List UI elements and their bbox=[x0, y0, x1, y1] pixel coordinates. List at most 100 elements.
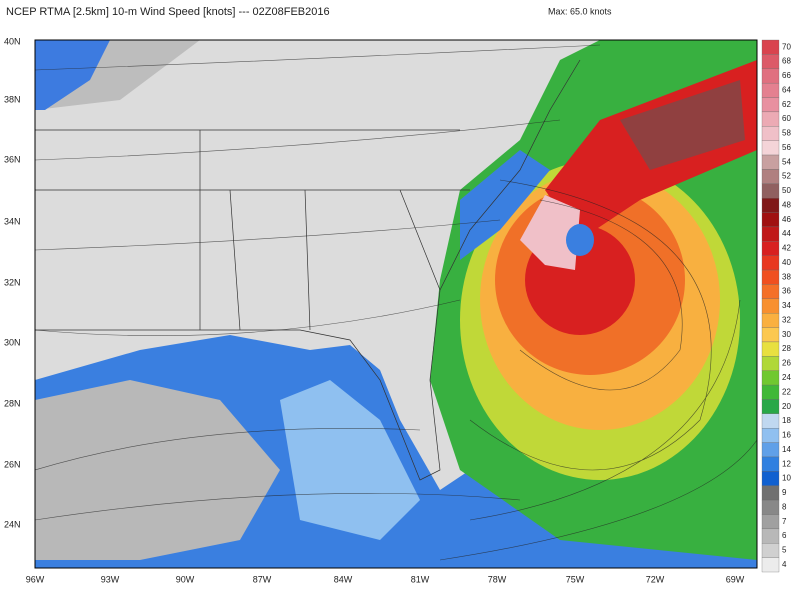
dark-arm bbox=[620, 80, 745, 170]
colorbar-label: 16 bbox=[782, 431, 791, 440]
colorbar-label: 28 bbox=[782, 344, 791, 353]
colorbar-swatch bbox=[761, 456, 780, 472]
colorbar-label: 44 bbox=[782, 229, 791, 238]
colorbar-label: 46 bbox=[782, 215, 791, 224]
colorbar-label: 48 bbox=[782, 200, 791, 209]
colorbar-swatch bbox=[761, 198, 780, 213]
lon-label: 93W bbox=[101, 574, 120, 584]
pink-core bbox=[520, 195, 580, 270]
map-title: NCEP RTMA [2.5km] 10-m Wind Speed [knots… bbox=[6, 6, 330, 18]
colorbar-label: 6 bbox=[782, 531, 787, 540]
max-label: Max: 65.0 knots bbox=[548, 6, 612, 16]
colorbar-label: 52 bbox=[782, 172, 791, 181]
lon-label: 96W bbox=[26, 574, 45, 584]
gulf-light bbox=[280, 380, 420, 540]
colorbar-label: 54 bbox=[782, 157, 791, 166]
eye bbox=[566, 224, 594, 256]
colorbar-label: 22 bbox=[782, 387, 791, 396]
colorbar-label: 12 bbox=[782, 459, 791, 468]
colorbar-swatch bbox=[761, 356, 780, 371]
colorbar-label: 14 bbox=[782, 445, 791, 454]
colorbar-label: 20 bbox=[782, 402, 791, 411]
lat-label: 36N bbox=[4, 154, 21, 164]
colorbar-label: 8 bbox=[782, 502, 787, 511]
colorbar-swatch bbox=[761, 384, 780, 400]
lat-label: 38N bbox=[4, 94, 21, 104]
colorbar-swatch bbox=[761, 54, 780, 69]
colorbar-swatch bbox=[761, 298, 780, 314]
colorbar-label: 7 bbox=[782, 517, 787, 526]
colorbar-swatch bbox=[761, 111, 780, 127]
colorbar-swatch bbox=[761, 284, 780, 299]
colorbar-label: 4 bbox=[782, 560, 787, 569]
lon-label: 69W bbox=[726, 574, 745, 584]
lon-label: 84W bbox=[334, 574, 353, 584]
colorbar-swatch bbox=[761, 255, 780, 271]
colorbar-label: 9 bbox=[782, 488, 787, 497]
colorbar-swatch bbox=[761, 514, 780, 530]
colorbar-label: 68 bbox=[782, 57, 791, 66]
streamlines bbox=[35, 44, 757, 561]
colorbar-swatch bbox=[761, 543, 780, 558]
colorbar-swatch bbox=[761, 39, 780, 55]
lat-label: 24N bbox=[4, 519, 21, 529]
colorbar-label: 70 bbox=[782, 42, 791, 51]
map bbox=[34, 39, 758, 569]
colorbar-swatch bbox=[761, 499, 780, 515]
colorbar-swatch bbox=[761, 140, 780, 156]
colorbar-swatch bbox=[761, 370, 780, 386]
colorbar-label: 18 bbox=[782, 416, 791, 425]
colorbar-swatch bbox=[761, 428, 780, 443]
colorbar-swatch bbox=[761, 442, 780, 458]
lon-label: 87W bbox=[253, 574, 272, 584]
colorbar-label: 60 bbox=[782, 114, 791, 123]
lat-label: 32N bbox=[4, 277, 21, 287]
lon-label: 75W bbox=[566, 574, 585, 584]
colorbar-label: 30 bbox=[782, 330, 791, 339]
colorbar-label: 26 bbox=[782, 359, 791, 368]
colorbar-label: 64 bbox=[782, 85, 791, 94]
lat-label: 30N bbox=[4, 337, 21, 347]
lat-label: 40N bbox=[4, 36, 21, 46]
colorbar-swatch bbox=[761, 313, 780, 328]
colorbar-label: 38 bbox=[782, 272, 791, 281]
colorbar-label: 5 bbox=[782, 546, 787, 555]
map-frame bbox=[34, 39, 758, 569]
colorbar-swatch bbox=[761, 341, 780, 357]
colorbar-swatch bbox=[761, 528, 780, 544]
colorbar-label: 32 bbox=[782, 315, 791, 324]
colorbar-swatch bbox=[761, 399, 780, 414]
lon-label: 90W bbox=[176, 574, 195, 584]
colorbar-swatch bbox=[761, 226, 780, 242]
colorbar-swatch bbox=[761, 82, 780, 98]
colorbar-swatch bbox=[761, 327, 780, 343]
colorbar-label: 50 bbox=[782, 186, 791, 195]
colorbar-swatch bbox=[761, 557, 780, 573]
colorbar-label: 36 bbox=[782, 287, 791, 296]
colorbar-swatch bbox=[761, 68, 780, 84]
lat-label: 28N bbox=[4, 398, 21, 408]
lon-label: 81W bbox=[411, 574, 430, 584]
colorbar-swatch bbox=[761, 169, 780, 184]
colorbar-swatch bbox=[761, 97, 780, 113]
axis-labels: 40N 38N 36N 34N 32N 30N 28N 26N 24N 96W 93W 90W 87W 8… bbox=[4, 36, 745, 584]
colorbar-label: 58 bbox=[782, 129, 791, 138]
colorbar-label: 40 bbox=[782, 258, 791, 267]
colorbar-label: 10 bbox=[782, 474, 791, 483]
lon-label: 78W bbox=[488, 574, 507, 584]
colorbar-swatch bbox=[761, 126, 780, 141]
borders bbox=[35, 59, 581, 481]
colorbar-swatch bbox=[761, 471, 780, 486]
colorbar-swatch bbox=[761, 212, 780, 228]
lat-label: 26N bbox=[4, 459, 21, 469]
colorbar-label: 34 bbox=[782, 301, 791, 310]
colorbar-swatch bbox=[761, 154, 780, 170]
colorbar-swatch bbox=[761, 269, 780, 285]
colorbar-swatch bbox=[761, 485, 780, 501]
colorbar-label: 56 bbox=[782, 143, 791, 152]
colorbar-label: 62 bbox=[782, 100, 791, 109]
colorbar: 7068666462605856545250484644424038363432… bbox=[761, 39, 791, 573]
colorbar-label: 42 bbox=[782, 244, 791, 253]
lon-label: 72W bbox=[646, 574, 665, 584]
